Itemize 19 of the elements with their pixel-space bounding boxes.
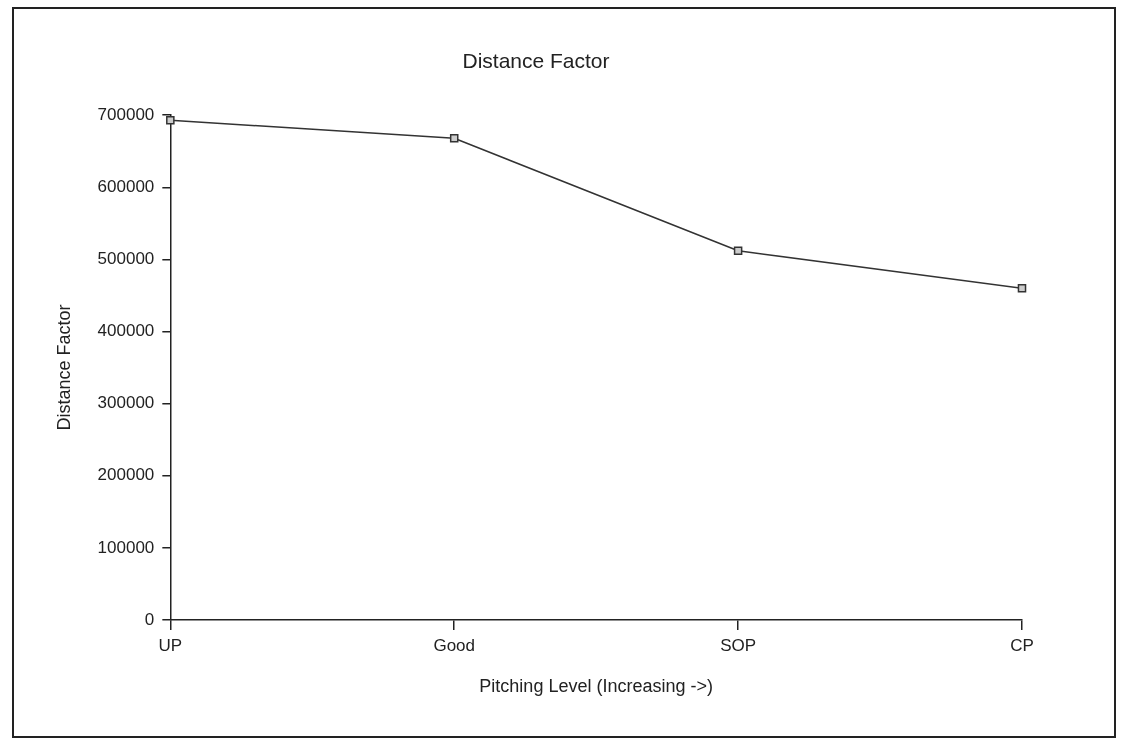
y-tick-label: 400000	[97, 321, 155, 341]
y-tick-label: 300000	[97, 393, 155, 413]
x-tick-label: Good	[433, 635, 476, 655]
chart-title: Distance Factor	[462, 49, 610, 73]
x-tick-label: SOP	[720, 635, 757, 655]
point	[166, 115, 175, 125]
point	[449, 133, 459, 143]
y-tick-label: 700000	[97, 104, 155, 124]
x-tick-label: CP	[1010, 635, 1034, 655]
y-tick-label: 100000	[97, 537, 155, 557]
y-tick-label: 600000	[97, 177, 155, 196]
point	[1017, 283, 1027, 293]
point	[733, 246, 743, 256]
y-axis-title: Distance Factor	[53, 304, 74, 431]
y-tick-label: 0	[144, 609, 155, 629]
y-tick-label: 500000	[97, 249, 155, 269]
x-axis-title: Pitching Level (Increasing ->)	[479, 676, 713, 697]
y-tick-label: 200000	[97, 465, 155, 485]
x-tick-label: UP	[158, 635, 183, 655]
